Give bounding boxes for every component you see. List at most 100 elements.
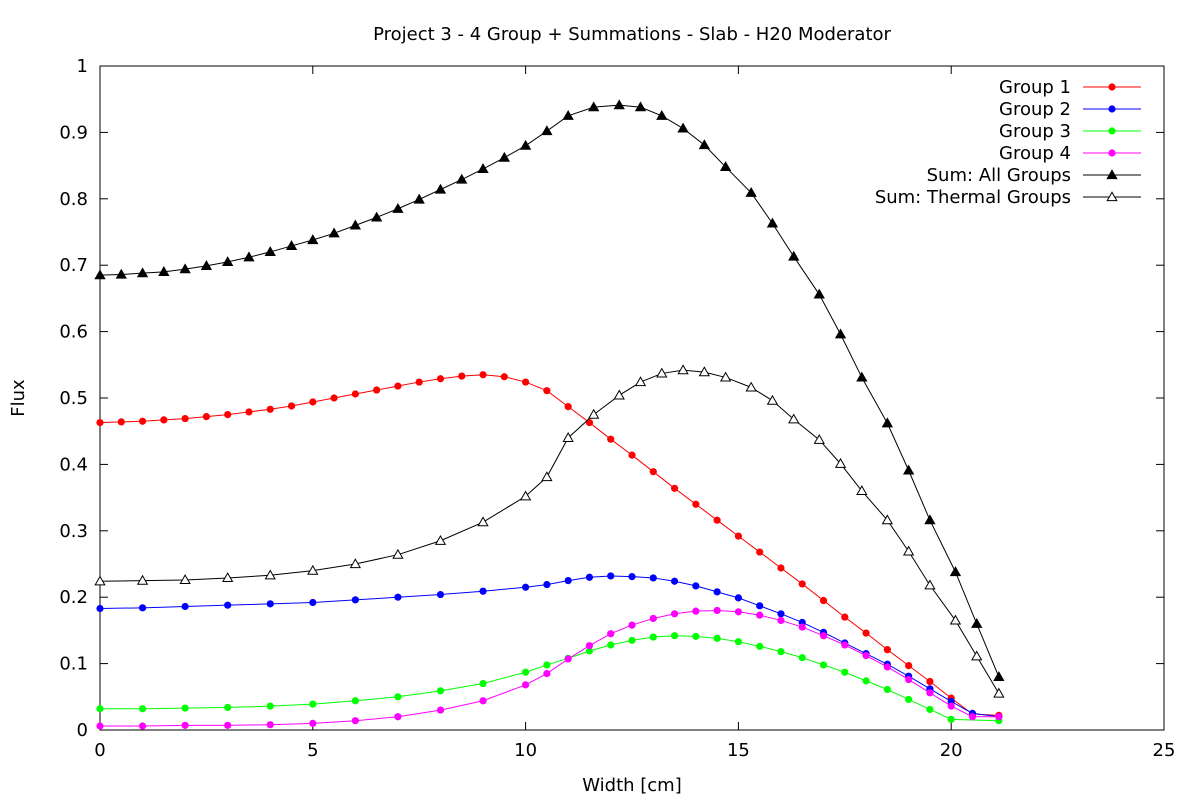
data-point <box>670 632 679 640</box>
data-point <box>522 681 530 689</box>
data-point <box>656 367 668 378</box>
data-point <box>351 697 359 705</box>
data-point <box>138 705 147 713</box>
data-point <box>713 606 721 615</box>
data-point <box>777 564 785 572</box>
data-point <box>628 573 636 581</box>
data-point <box>136 267 149 278</box>
data-point <box>656 109 668 120</box>
data-point <box>734 638 743 646</box>
data-point <box>434 534 447 545</box>
data-point <box>309 700 317 708</box>
data-point <box>117 418 125 426</box>
data-point <box>634 101 647 112</box>
data-point <box>394 713 402 721</box>
series-line <box>99 369 1000 694</box>
legend-label: Group 3 <box>999 121 1071 142</box>
data-point <box>713 516 721 524</box>
data-point <box>628 636 636 644</box>
data-point <box>924 579 936 590</box>
x-tick-label: 10 <box>514 740 537 761</box>
data-point <box>766 394 779 405</box>
data-point <box>136 574 149 585</box>
data-point <box>1108 105 1116 113</box>
data-point <box>562 109 574 120</box>
data-point <box>392 548 404 559</box>
data-point <box>670 484 679 492</box>
data-point <box>613 389 625 400</box>
data-point <box>798 654 806 662</box>
y-tick-label: 0.2 <box>59 587 88 608</box>
data-point <box>734 532 743 540</box>
data-point <box>745 187 757 197</box>
x-tick-label: 5 <box>307 740 318 761</box>
data-point <box>926 705 934 714</box>
data-point <box>543 661 551 669</box>
data-point <box>856 485 868 496</box>
data-point <box>607 641 615 649</box>
data-point <box>436 706 445 714</box>
data-point <box>522 583 530 591</box>
data-point <box>719 161 732 172</box>
data-point <box>905 675 913 684</box>
y-tick-label: 0.8 <box>59 189 88 210</box>
data-point <box>649 574 657 582</box>
data-point <box>477 516 489 527</box>
data-point <box>266 702 274 710</box>
data-point <box>181 414 189 423</box>
y-tick-label: 0.5 <box>59 388 88 409</box>
data-point <box>541 125 553 136</box>
data-point <box>1108 127 1116 135</box>
data-point <box>179 574 191 585</box>
data-point <box>813 434 825 444</box>
legend-item: Group 1 <box>999 77 1141 98</box>
data-point <box>995 713 1003 721</box>
data-point <box>798 580 806 588</box>
data-point <box>179 263 191 274</box>
data-point <box>692 582 700 590</box>
data-point <box>968 713 977 721</box>
data-point <box>677 364 689 375</box>
data-point <box>415 378 423 386</box>
data-point <box>224 601 232 609</box>
y-tick-label: 0.1 <box>59 654 88 675</box>
data-point <box>947 715 955 723</box>
data-point <box>734 608 743 616</box>
data-point <box>588 408 600 419</box>
data-point <box>634 376 647 387</box>
data-point <box>477 163 489 174</box>
data-point <box>200 260 213 270</box>
legend-label: Group 2 <box>999 99 1071 120</box>
data-point <box>479 697 487 705</box>
data-point <box>500 373 508 381</box>
y-tick-label: 0.7 <box>59 255 88 276</box>
data-point <box>607 630 615 638</box>
data-point <box>394 693 402 701</box>
data-point <box>543 387 551 395</box>
data-point <box>307 564 319 575</box>
x-tick-label: 15 <box>727 740 750 761</box>
legend-item: Sum: Thermal Groups <box>875 187 1141 208</box>
data-point <box>819 632 828 640</box>
data-point <box>862 652 870 660</box>
series-0 <box>96 371 1003 719</box>
series-4 <box>94 99 1005 681</box>
data-point <box>734 594 743 602</box>
data-point <box>394 593 402 601</box>
data-point <box>881 417 894 428</box>
data-point <box>971 617 983 628</box>
series-line <box>100 635 999 722</box>
data-point <box>370 211 383 222</box>
data-point <box>94 269 106 280</box>
legend-label: Sum: All Groups <box>927 165 1071 186</box>
data-point <box>222 572 234 583</box>
data-point <box>479 587 487 595</box>
data-point <box>522 668 530 676</box>
chart-title: Project 3 - 4 Group + Summations - Slab … <box>373 24 891 45</box>
legend-label: Group 1 <box>999 77 1071 98</box>
data-point <box>902 464 915 475</box>
data-point <box>351 717 359 725</box>
data-point <box>841 668 849 676</box>
data-point <box>94 575 106 586</box>
data-point <box>307 234 319 245</box>
